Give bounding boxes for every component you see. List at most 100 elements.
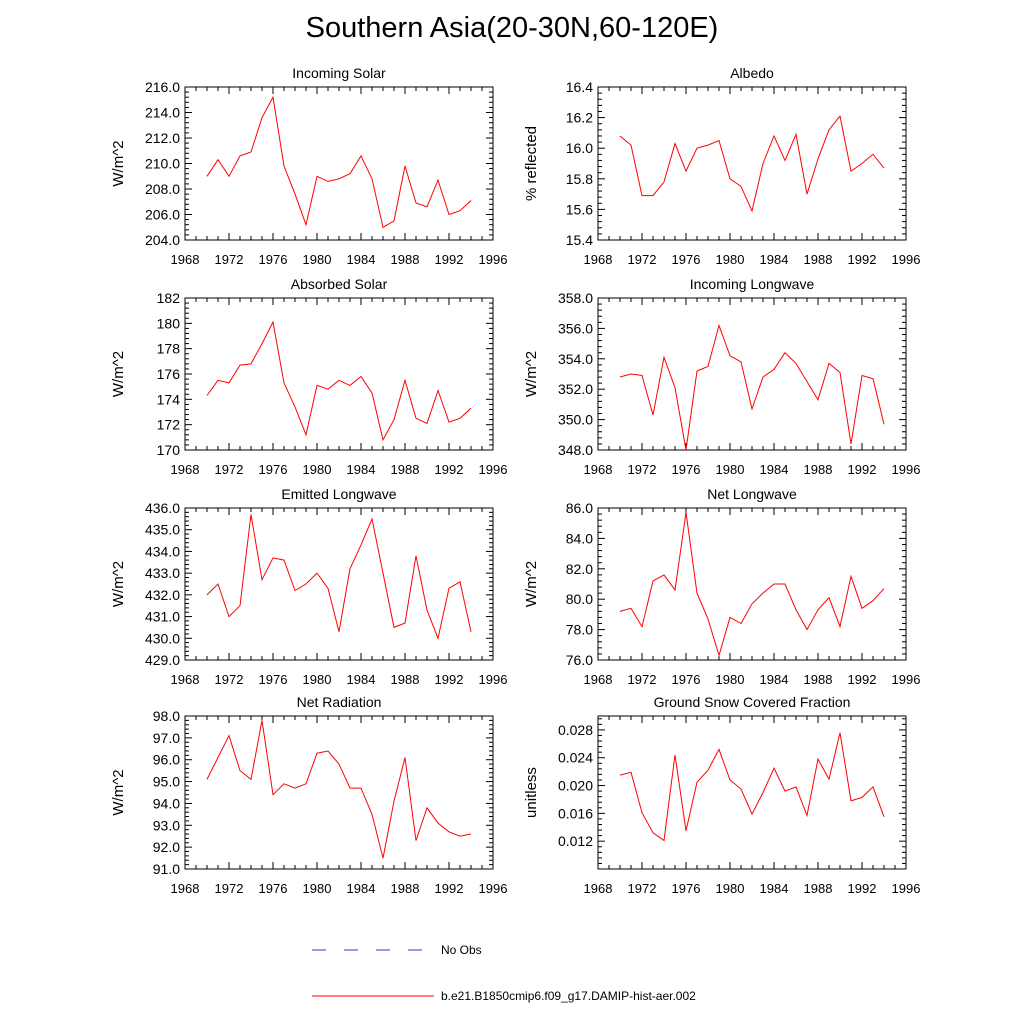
y-tick-label: 92.0 bbox=[153, 839, 180, 855]
y-tick-label: 431.0 bbox=[145, 609, 180, 625]
x-tick-label: 1980 bbox=[716, 672, 745, 687]
y-tick-label: 15.4 bbox=[566, 232, 593, 248]
y-tick-label: 76.0 bbox=[566, 652, 593, 668]
x-tick-label: 1992 bbox=[848, 672, 877, 687]
x-tick-label: 1988 bbox=[391, 672, 420, 687]
x-tick-label: 1988 bbox=[804, 252, 833, 267]
x-tick-label: 1984 bbox=[347, 672, 376, 687]
x-tick-label: 1972 bbox=[215, 881, 244, 896]
x-tick-label: 1984 bbox=[347, 462, 376, 477]
x-tick-label: 1972 bbox=[628, 881, 657, 896]
y-tick-label: 0.024 bbox=[558, 750, 593, 766]
legend-model-label: b.e21.B1850cmip6.f09_g17.DAMIP-hist-aer.… bbox=[441, 989, 696, 1003]
x-tick-label: 1996 bbox=[892, 462, 921, 477]
panel-title: Ground Snow Covered Fraction bbox=[654, 694, 851, 710]
x-tick-label: 1996 bbox=[479, 252, 508, 267]
y-tick-label: 210.0 bbox=[145, 156, 180, 172]
y-axis-label: W/m^2 bbox=[110, 561, 127, 607]
y-tick-label: 208.0 bbox=[145, 181, 180, 197]
y-tick-label: 352.0 bbox=[558, 381, 593, 397]
x-tick-label: 1988 bbox=[804, 462, 833, 477]
y-tick-label: 78.0 bbox=[566, 622, 593, 638]
x-tick-label: 1992 bbox=[848, 462, 877, 477]
series-line bbox=[206, 514, 472, 641]
x-tick-label: 1976 bbox=[672, 462, 701, 477]
panel-title: Absorbed Solar bbox=[291, 276, 388, 292]
y-tick-label: 206.0 bbox=[145, 207, 180, 223]
x-tick-label: 1996 bbox=[479, 881, 508, 896]
y-tick-label: 93.0 bbox=[153, 817, 180, 833]
y-tick-label: 15.6 bbox=[566, 201, 593, 217]
x-tick-label: 1968 bbox=[584, 252, 613, 267]
y-tick-label: 0.016 bbox=[558, 805, 593, 821]
y-axis-label: unitless bbox=[523, 767, 540, 818]
x-tick-label: 1980 bbox=[716, 252, 745, 267]
y-tick-label: 433.0 bbox=[145, 565, 180, 581]
y-tick-label: 16.0 bbox=[566, 140, 593, 156]
x-tick-label: 1988 bbox=[804, 672, 833, 687]
x-tick-label: 1988 bbox=[391, 462, 420, 477]
y-tick-label: 429.0 bbox=[145, 652, 180, 668]
series-line bbox=[206, 720, 472, 859]
y-tick-label: 95.0 bbox=[153, 774, 180, 790]
y-axis-label: % reflected bbox=[523, 126, 540, 201]
y-axis-label: W/m^2 bbox=[523, 351, 540, 397]
y-tick-label: 176 bbox=[157, 366, 181, 382]
x-tick-label: 1980 bbox=[303, 881, 332, 896]
panel-net-longwave: 1968 1972 1976 1980 1984 1988 1992 1996 76.0 78.0… bbox=[523, 486, 920, 687]
plot-frame bbox=[597, 507, 907, 661]
y-tick-label: 91.0 bbox=[153, 861, 180, 877]
x-tick-label: 1980 bbox=[303, 252, 332, 267]
y-tick-label: 86.0 bbox=[566, 500, 593, 516]
y-tick-label: 434.0 bbox=[145, 543, 180, 559]
plot-frame bbox=[597, 86, 907, 241]
x-tick-label: 1996 bbox=[892, 672, 921, 687]
x-tick-label: 1968 bbox=[171, 252, 200, 267]
y-axis-label: W/m^2 bbox=[110, 351, 127, 397]
x-tick-label: 1976 bbox=[672, 881, 701, 896]
y-tick-label: 0.028 bbox=[558, 722, 593, 738]
y-tick-label: 96.0 bbox=[153, 752, 180, 768]
plot-frame bbox=[597, 715, 907, 870]
x-tick-label: 1976 bbox=[259, 252, 288, 267]
x-tick-label: 1968 bbox=[171, 881, 200, 896]
series-line bbox=[619, 732, 885, 842]
x-tick-label: 1968 bbox=[584, 672, 613, 687]
series-line bbox=[206, 320, 472, 442]
plot-frame bbox=[597, 297, 907, 451]
y-tick-label: 182 bbox=[157, 290, 181, 306]
y-tick-label: 98.0 bbox=[153, 708, 180, 724]
y-tick-label: 435.0 bbox=[145, 522, 180, 538]
x-tick-label: 1984 bbox=[347, 252, 376, 267]
y-tick-label: 348.0 bbox=[558, 442, 593, 458]
figure-title: Southern Asia(20-30N,60-120E) bbox=[305, 12, 719, 44]
x-tick-label: 1992 bbox=[435, 672, 464, 687]
x-tick-label: 1972 bbox=[628, 462, 657, 477]
y-tick-label: 178 bbox=[157, 341, 181, 357]
panel-title: Albedo bbox=[730, 65, 774, 81]
x-tick-label: 1972 bbox=[628, 252, 657, 267]
x-tick-label: 1992 bbox=[435, 881, 464, 896]
y-tick-label: 0.012 bbox=[558, 833, 593, 849]
x-tick-label: 1976 bbox=[259, 881, 288, 896]
y-tick-label: 354.0 bbox=[558, 351, 593, 367]
x-tick-label: 1980 bbox=[716, 881, 745, 896]
panel-title: Net Radiation bbox=[297, 694, 382, 710]
y-tick-label: 82.0 bbox=[566, 561, 593, 577]
y-tick-label: 94.0 bbox=[153, 795, 180, 811]
y-tick-label: 432.0 bbox=[145, 587, 180, 603]
x-tick-label: 1988 bbox=[391, 252, 420, 267]
y-tick-label: 430.0 bbox=[145, 630, 180, 646]
panel-title: Incoming Longwave bbox=[690, 276, 815, 292]
plot-frame bbox=[184, 297, 494, 451]
x-tick-label: 1988 bbox=[804, 881, 833, 896]
y-tick-label: 16.4 bbox=[566, 79, 593, 95]
y-tick-label: 216.0 bbox=[145, 79, 180, 95]
y-axis-label: W/m^2 bbox=[110, 140, 127, 186]
x-tick-label: 1976 bbox=[672, 672, 701, 687]
y-tick-label: 174 bbox=[157, 391, 181, 407]
y-tick-label: 358.0 bbox=[558, 290, 593, 306]
x-tick-label: 1992 bbox=[848, 252, 877, 267]
y-tick-label: 84.0 bbox=[566, 530, 593, 546]
x-tick-label: 1976 bbox=[259, 672, 288, 687]
